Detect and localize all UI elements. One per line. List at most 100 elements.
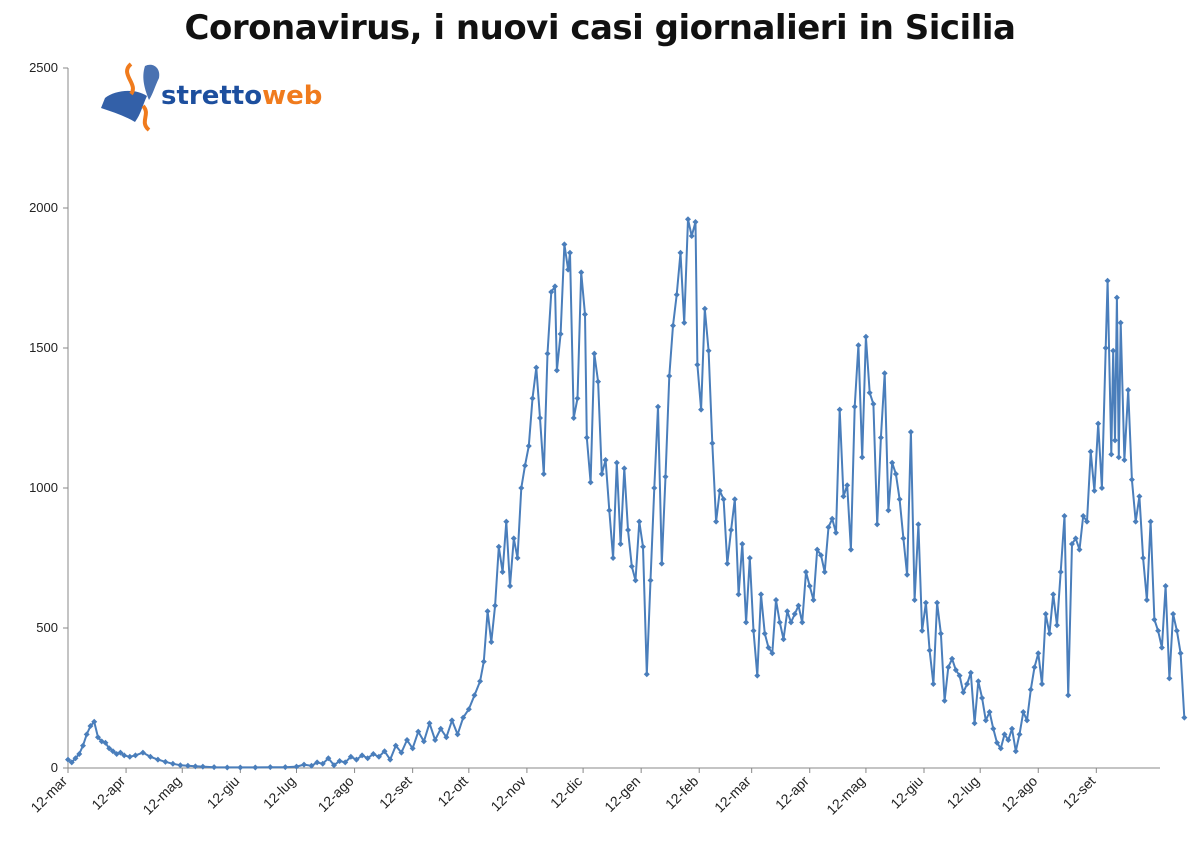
data-point [1065,692,1072,699]
data-point [971,720,978,727]
swirl-orange-icon [125,62,135,96]
sicily-map-icon [101,90,147,122]
data-point [553,367,560,374]
data-point [480,658,487,665]
data-point [420,738,427,745]
data-point [409,745,416,752]
data-point [613,459,620,466]
logo-text-part2: web [262,81,322,111]
data-point [566,249,573,256]
swirl-orange-lower-icon [141,104,151,132]
data-point [1035,650,1042,657]
data-point [698,406,705,413]
data-point [102,739,109,746]
data-point [583,434,590,441]
data-point [701,305,708,312]
data-point [557,331,564,337]
series-line [67,218,1186,769]
data-point [591,350,598,357]
data-point [252,764,259,771]
data-point [578,269,585,276]
data-point [997,745,1004,752]
data-point [716,487,723,494]
data-point [1158,644,1165,651]
data-point [499,569,506,575]
data-point [889,459,896,466]
data-point [1080,513,1087,519]
data-point [529,395,536,402]
x-tick-label: 12-set [376,773,415,812]
y-tick-label: 1000 [29,480,58,495]
data-point [79,742,86,749]
data-point [907,429,914,435]
data-point [177,762,184,769]
x-tick-label: 12-dic [547,773,585,811]
data-point [76,751,83,757]
data-point [162,758,169,765]
data-point [795,602,802,609]
data-point [885,507,892,514]
data-point [788,619,795,626]
data-point [1053,622,1060,629]
data-point [1155,627,1162,634]
x-tick-label: 12-giu [204,773,243,812]
data-point [960,689,967,696]
data-point [267,764,274,771]
data-point [956,672,963,679]
x-tick-label: 12-apr [772,773,812,813]
data-point [709,440,716,447]
data-point [510,535,517,542]
x-tick-label: 12-mag [823,773,868,818]
x-axis-ticks: 12-mar 12-apr 12-mag 12-giu 12-lug 12-ago 12-s… [27,768,1099,818]
data-point [443,734,450,741]
data-point [301,761,308,768]
data-point [1076,546,1083,553]
data-point [735,591,742,598]
data-point [522,462,529,469]
data-point [83,731,90,738]
data-point [739,541,746,547]
data-point [518,485,525,491]
x-tick-label: 12-mar [711,773,754,816]
data-point [1061,513,1068,519]
data-point [565,266,572,273]
data-point [437,725,444,732]
data-point [1121,457,1128,463]
data-point [780,636,787,643]
data-point [507,583,514,589]
data-point [806,583,813,589]
data-point [465,706,472,713]
data-point [314,759,321,766]
data-point [595,378,602,385]
data-point [728,527,735,533]
data-point [990,725,997,732]
data-point [1042,611,1049,617]
data-point [308,762,315,769]
data-point [754,672,761,679]
x-tick-label: 12-feb [662,773,702,813]
data-point [666,373,673,379]
data-point [900,535,907,542]
data-point [72,755,79,762]
chart-title: Coronavirus, i nuovi casi giornalieri in… [184,8,1016,48]
data-point [945,664,952,671]
data-point [915,521,922,528]
data-point [1050,591,1057,598]
data-point [1128,476,1135,483]
data-point [154,756,161,763]
data-point [1110,347,1117,354]
y-tick-label: 500 [36,620,58,635]
data-point [769,650,776,657]
data-point [810,597,817,603]
data-point [415,728,422,735]
data-point [606,507,613,514]
data-point [952,667,959,673]
data-point [1151,616,1158,623]
data-point [731,496,738,503]
data-point [896,496,903,503]
data-point [1098,485,1105,491]
data-point [694,361,701,368]
data-point [982,717,989,724]
x-tick-label: 12-ago [315,773,357,815]
data-point [640,543,647,550]
